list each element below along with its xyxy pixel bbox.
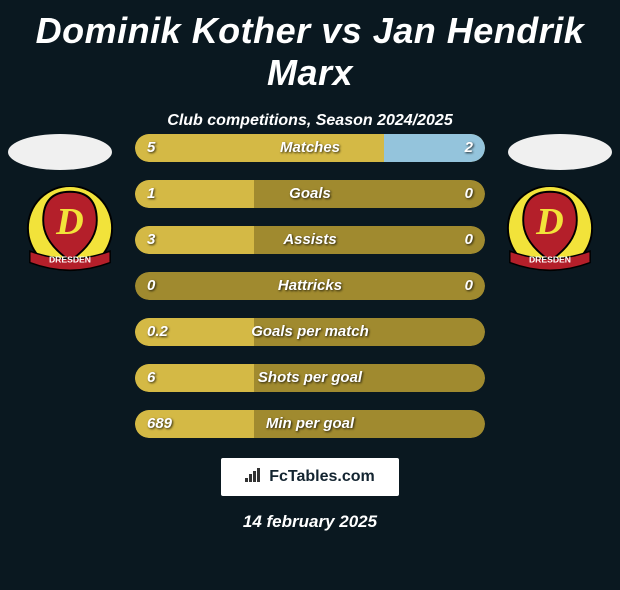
badge-banner-text: DRESDEN [529,255,571,265]
stats-bars: 5Matches21Goals03Assists00Hattricks00.2G… [135,134,485,456]
chart-icon [245,468,263,487]
club-badge-right: D DRESDEN [502,186,598,274]
stat-label: Shots per goal [135,364,485,392]
stat-row: 5Matches2 [135,134,485,162]
subtitle: Club competitions, Season 2024/2025 [0,112,620,130]
stat-row: 689Min per goal [135,410,485,438]
page-title: Dominik Kother vs Jan Hendrik Marx [0,10,620,94]
stat-value-right: 0 [465,226,473,254]
stat-label: Goals [135,180,485,208]
stat-label: Matches [135,134,485,162]
stat-label: Min per goal [135,410,485,438]
stat-label: Goals per match [135,318,485,346]
badge-letter: D [55,201,84,243]
footer-logo-text: FcTables.com [269,468,375,486]
stat-row: 3Assists0 [135,226,485,254]
player-photo-right-placeholder [508,134,612,170]
stat-row: 1Goals0 [135,180,485,208]
stat-value-right: 0 [465,272,473,300]
badge-banner-text: DRESDEN [49,255,91,265]
date-text: 14 february 2025 [0,512,620,532]
stat-label: Hattricks [135,272,485,300]
stat-label: Assists [135,226,485,254]
stat-row: 0Hattricks0 [135,272,485,300]
stat-row: 0.2Goals per match [135,318,485,346]
club-badge-left: D DRESDEN [22,186,118,274]
footer-logo[interactable]: FcTables.com [221,458,399,496]
stat-value-right: 2 [465,134,473,162]
stat-value-right: 0 [465,180,473,208]
stat-row: 6Shots per goal [135,364,485,392]
badge-letter: D [535,201,564,243]
player-photo-left-placeholder [8,134,112,170]
